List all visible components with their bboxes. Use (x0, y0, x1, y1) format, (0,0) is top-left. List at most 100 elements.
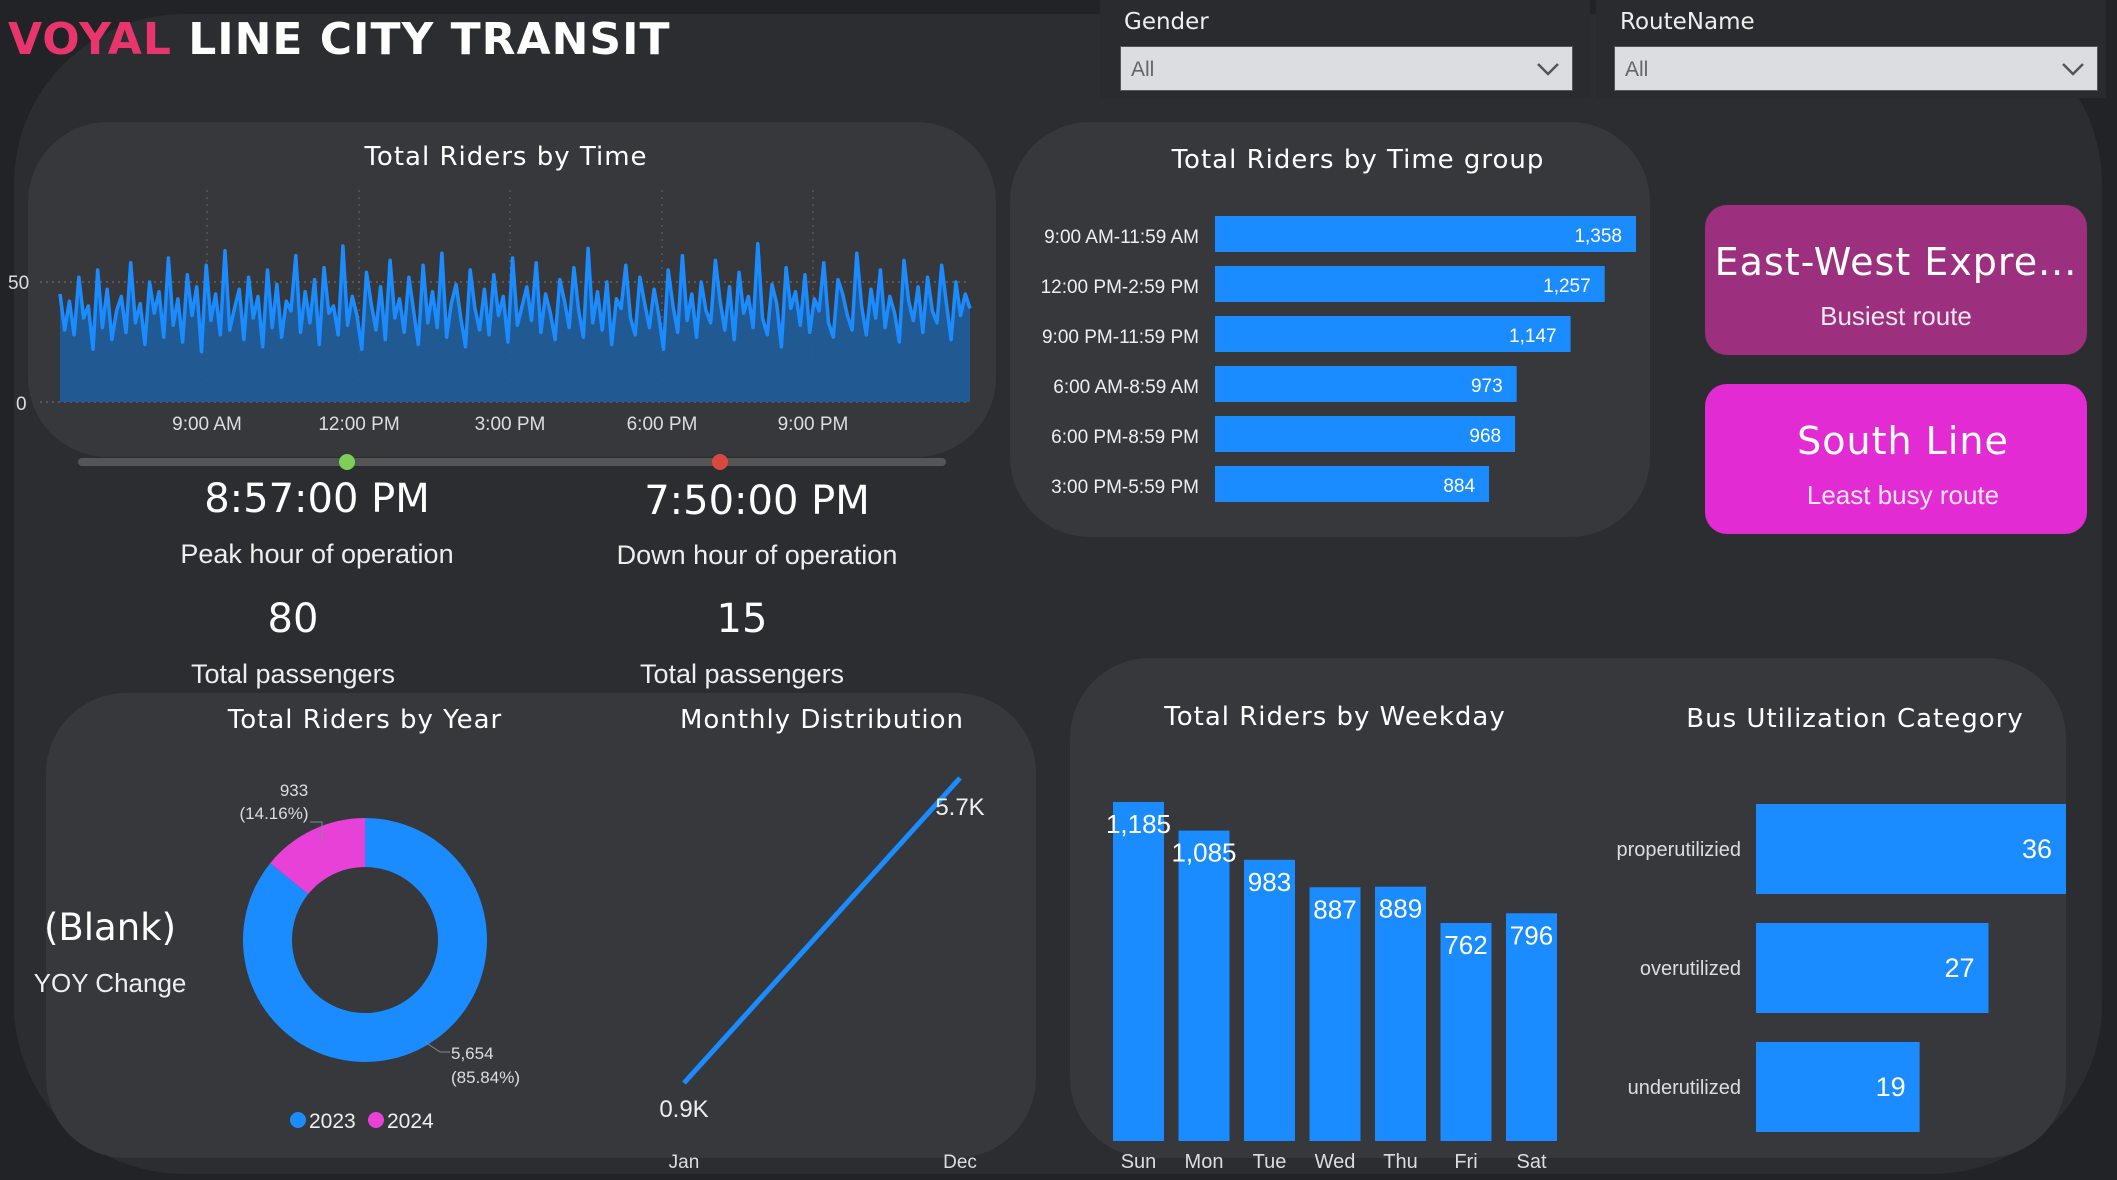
time-group-bar[interactable] (1215, 366, 1517, 402)
weekday-category-label: Wed (1315, 1151, 1356, 1173)
util-value-label: 27 (1944, 953, 1974, 983)
down-passenger-label: Total passengers (639, 659, 845, 689)
chevron-down-icon (1537, 63, 1559, 76)
util-bar-chart: properutilizied 36 overutilized 27 underutil… (1616, 804, 2066, 1132)
weekday-bar[interactable] (1244, 859, 1295, 1141)
least-busy-route-name: South Line (1797, 419, 2009, 463)
legend-swatch-2024 (368, 1112, 384, 1128)
weekday-bar-chart: 1,185 Sun 1,085 Mon 983 Tue 887 Wed 889 Thu 762 Fri… (1106, 802, 1557, 1173)
util-bar[interactable] (1756, 804, 2066, 894)
weekday-category-label: Sun (1121, 1151, 1157, 1173)
time-group-category-label: 6:00 AM-8:59 AM (1053, 377, 1199, 398)
year-donut-chart: 933 (14.16%) 5,654 (85.84%) 2023 2024 (240, 781, 520, 1133)
weekday-category-label: Tue (1253, 1151, 1287, 1173)
peak-passenger-count: 80 (267, 596, 319, 642)
x-tick-label: 6:00 PM (627, 414, 698, 435)
x-tick-label: Jan (669, 1152, 700, 1173)
time-range-slider-track[interactable] (78, 458, 946, 466)
weekday-chart-title: Total Riders by Weekday (1164, 702, 1506, 732)
time-group-bar[interactable] (1215, 216, 1636, 252)
time-group-value-label: 973 (1471, 376, 1503, 397)
slice-value-label: 5,654 (451, 1044, 494, 1063)
util-chart-title: Bus Utilization Category (1686, 704, 2024, 734)
time-area-chart: 50 0 9:00 AM 12:00 PM 3:00 PM 6:00 PM 9:00 PM (8, 190, 972, 435)
slice-pct-label: (85.84%) (451, 1068, 520, 1087)
y-tick-label: 50 (8, 273, 29, 294)
route-filter-panel: RouteName All (1596, 0, 2106, 98)
time-group-category-label: 12:00 PM-2:59 PM (1041, 277, 1199, 298)
time-group-bar[interactable] (1215, 466, 1490, 502)
util-bar[interactable] (1756, 923, 1989, 1013)
route-filter-label: RouteName (1620, 9, 1755, 35)
weekday-bar[interactable] (1375, 886, 1426, 1141)
donut-slice-2024[interactable] (270, 818, 365, 895)
busiest-route-label: Busiest route (1820, 301, 1972, 331)
dashboard-title: VOYAL LINE CITY TRANSIT (8, 14, 671, 65)
time-area-fill (60, 243, 970, 402)
weekday-value-label: 887 (1313, 894, 1356, 924)
yoy-blank-value: (Blank) (43, 906, 177, 949)
util-bar[interactable] (1756, 1042, 1920, 1132)
gender-dropdown-value: All (1131, 58, 1155, 81)
time-group-category-label: 3:00 PM-5:59 PM (1051, 477, 1199, 498)
year-chart-title: Total Riders by Year (227, 705, 503, 735)
x-tick-label: Dec (943, 1152, 977, 1173)
weekday-bar[interactable] (1440, 923, 1492, 1141)
weekday-bar[interactable] (1309, 887, 1361, 1141)
slice-pct-label: (14.16%) (240, 804, 309, 823)
time-group-value-label: 884 (1443, 476, 1475, 497)
down-hour-label: Down hour of operation (616, 540, 898, 570)
yoy-change-label: YOY Change (33, 968, 187, 998)
time-group-bar[interactable] (1215, 266, 1605, 302)
x-tick-label: 3:00 PM (475, 414, 546, 435)
least-busy-route-label: Least busy route (1806, 480, 2000, 510)
weekday-bar[interactable] (1178, 830, 1230, 1141)
route-dropdown-value: All (1625, 58, 1649, 81)
slider-start-handle[interactable] (339, 454, 356, 470)
monthly-chart-title: Monthly Distribution (679, 705, 965, 735)
gender-dropdown[interactable]: All (1120, 46, 1573, 91)
year-monthly-card (46, 693, 1036, 1158)
peak-passenger-label: Total passengers (190, 659, 396, 689)
weekday-value-label: 983 (1248, 867, 1291, 897)
time-group-bar[interactable] (1215, 416, 1516, 452)
gender-filter-panel: Gender All (1100, 0, 1590, 98)
x-tick-label: 12:00 PM (318, 414, 399, 435)
leader-line (310, 821, 323, 842)
time-group-bar-chart: 9:00 AM-11:59 AM 1,358 12:00 PM-2:59 PM 1,2… (1041, 216, 1636, 502)
peak-hour-label: Peak hour of operation (180, 539, 454, 569)
busiest-route-name: East-West Expre... (1714, 240, 2078, 284)
brand-word-rest: LINE CITY TRANSIT (188, 14, 671, 65)
util-category-label: underutilized (1628, 1077, 1741, 1099)
gender-filter-label: Gender (1124, 9, 1209, 35)
weekday-bar[interactable] (1506, 913, 1557, 1141)
least-busy-route-card: South Line Least busy route (1705, 384, 2087, 534)
monthly-line-chart: 0.9K 5.7K Jan Dec (659, 776, 985, 1173)
time-group-bar[interactable] (1215, 316, 1571, 352)
peak-hour-value: 8:57:00 PM (204, 476, 430, 522)
weekday-value-label: 1,185 (1106, 809, 1171, 839)
util-value-label: 19 (1876, 1072, 1906, 1102)
time-group-value-label: 968 (1469, 426, 1501, 447)
weekday-value-label: 762 (1444, 930, 1487, 960)
monthly-start-value: 0.9K (659, 1096, 708, 1123)
weekday-bar[interactable] (1113, 802, 1164, 1141)
time-group-category-label: 6:00 PM-8:59 PM (1051, 427, 1199, 448)
time-group-value-label: 1,257 (1543, 276, 1591, 297)
util-category-label: overutilized (1640, 958, 1741, 980)
donut-slice-2023[interactable] (242, 818, 488, 1062)
legend-label-2024: 2024 (387, 1110, 434, 1133)
x-tick-label: 9:00 PM (778, 414, 849, 435)
time-group-chart-title: Total Riders by Time group (1171, 145, 1545, 175)
weekday-category-label: Fri (1454, 1151, 1477, 1173)
down-hour-value: 7:50:00 PM (644, 478, 870, 524)
monthly-series-line[interactable] (682, 776, 962, 1085)
weekday-category-label: Mon (1185, 1151, 1224, 1173)
slider-end-handle[interactable] (712, 454, 729, 470)
time-group-category-label: 9:00 PM-11:59 PM (1042, 327, 1199, 348)
weekday-value-label: 1,085 (1171, 838, 1236, 868)
route-dropdown[interactable]: All (1614, 46, 2098, 91)
time-group-category-label: 9:00 AM-11:59 AM (1044, 227, 1199, 248)
x-tick-label: 9:00 AM (172, 414, 242, 435)
util-category-label: properutilizied (1616, 839, 1741, 861)
